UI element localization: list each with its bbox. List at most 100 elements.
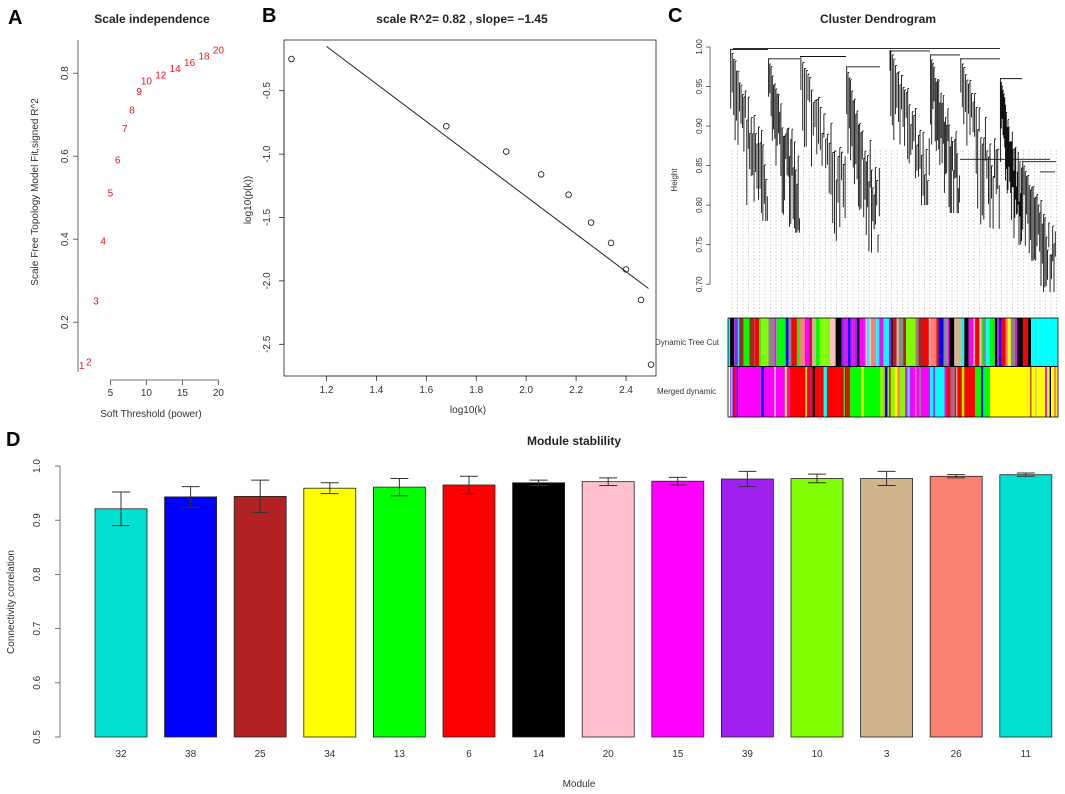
panel-c-merged-stripe [812,367,815,417]
panel-c-dynamic-cut-segment [768,318,775,366]
panel-c-dynamic-cut-segment [1031,318,1035,366]
panel-c-dynamic-cut-segment [906,318,910,366]
panel-c-dynamic-cut-segment [867,318,870,366]
panel-c-merged-segment [990,367,1058,417]
panel-c-cluster-dendrogram: Cluster Dendrogram Height 1.00 0.95 0.90 0.… [655,12,1059,418]
panel-c-dynamic-cut-segment [785,318,789,366]
panel-c-dynamic-cut-segment [834,318,836,366]
panel-d-module-stability: Module stablility Module Connectivity co… [6,434,1053,790]
panel-label-d: D [6,429,20,451]
panel-c-merged-stripe [823,367,826,417]
panel-c-merged-stripe [784,367,787,417]
panel-b-y-tick-label: -2.0 [262,272,273,290]
panel-a-scale-independence: Scale independence Soft Threshold (power… [30,12,224,420]
panel-a-x-tick-label: 20 [213,388,225,399]
panel-c-y-tick-label: 0.75 [695,236,704,252]
panel-b-ylabel: log10(p(k)) [243,176,254,224]
panel-c-merged-stripe [1035,367,1037,417]
panel-d-category-label: 25 [255,749,267,760]
panel-c-dynamic-cut-segment [1017,318,1023,366]
panel-b-x-tick-label: 1.2 [319,385,333,396]
panel-d-bar [372,486,426,738]
panel-c-dynamic-cut-segment [981,318,983,366]
panel-b-title: scale R^2= 0.82 , slope= −1.45 [376,12,548,26]
panel-c-dynamic-cut-segment [975,318,980,366]
panel-c-dynamic-cut-segment [915,318,919,366]
panel-a-point-label: 5 [108,189,114,200]
panel-c-dynamic-cut-segment [918,318,923,366]
panel-c-merged-segment [945,367,975,417]
panel-c-merged-stripe [889,367,891,417]
panel-a-point-label: 14 [170,64,182,75]
panel-a-x-tick-label: 5 [108,388,114,399]
panel-c-dynamic-cut-segment [847,318,851,366]
panel-d-bar [790,478,844,738]
panel-d-bar [721,478,774,738]
panel-c-merged-stripe [761,367,765,417]
panel-c-merged-stripe [861,367,864,417]
panel-c-dynamic-cut-segment [754,318,760,366]
panel-c-merged-stripe [981,367,984,417]
panel-a-xlabel: Soft Threshold (power) [100,409,202,420]
panel-b-axes: 1.2 1.4 1.6 1.8 2.0 2.2 2.4 -0.5 -1.0 -1.5 -2.0 -2.… [262,82,633,396]
panel-c-merged-stripe [810,367,812,417]
panel-c-merged-stripe [885,367,888,417]
panel-c-dynamic-cut-segment [973,318,976,366]
panel-b-point [607,239,615,247]
panel-c-dynamic-cut-segment [774,318,777,366]
panel-a-point-label: 18 [198,52,210,63]
panel-d-bar [303,487,357,738]
panel-a-point-label: 2 [86,357,92,368]
panel-c-merged-segment [730,367,790,417]
panel-b-point [565,191,572,198]
panel-c-dynamic-cut-segment [938,318,944,366]
panel-c-merged-stripe [907,367,910,417]
panel-c-merged-stripe [805,367,807,417]
panel-d-bar [860,478,913,738]
panel-c-y-tick-label: 0.85 [695,157,704,173]
panel-c-dynamic-cut-segment [896,318,899,366]
panel-d-category-label: 11 [1021,749,1032,760]
panel-c-dynamic-cut-segment [947,318,950,366]
panel-c-row-label-merged: Merged dynamic [657,387,716,396]
panel-c-dynamic-cut-segment [788,318,792,366]
panel-c-dynamic-cut-segment [930,318,937,366]
panel-d-title: Module stablility [527,434,621,448]
panel-a-point-label: 10 [141,77,153,88]
panel-d-bar [512,482,565,738]
panel-c-y-tick-label: 1.00 [695,39,704,55]
panel-c-merged-stripe [919,367,921,417]
panel-c-title: Cluster Dendrogram [820,12,936,26]
panel-d-y-tick-label: 1.0 [32,459,43,473]
panel-c-merged-stripe [944,367,947,417]
panel-c-merged-stripe [950,367,952,417]
panel-c-merged-stripe [933,367,935,417]
panel-c-dynamic-cut-segment [749,318,755,366]
panel-d-category-label: 20 [603,749,615,760]
panel-c-merged-stripe [883,367,885,417]
panel-a-point-label: 16 [184,58,196,69]
panel-d-category-label: 6 [466,749,472,760]
panel-b-fit-line [326,45,649,289]
panel-c-y-tick-label: 0.80 [695,197,704,213]
panel-c-module-color-rows [727,317,1059,418]
panel-a-point-label: 8 [129,106,135,117]
panel-a-ylabel: Scale Free Topology Model Fit,signed R^2 [30,98,41,286]
panel-c-dynamic-cut-segment [852,318,855,366]
panel-d-y-tick-label: 0.6 [32,675,43,689]
panel-c-dynamic-cut-segment [736,318,738,366]
panel-d-bar [94,508,148,738]
panel-c-rows-border [727,317,1059,418]
panel-c-y-tick-label: 0.95 [695,78,704,94]
panel-b-y-tick-label: -1.5 [262,208,273,226]
panel-d-category-label: 13 [394,749,406,760]
panel-c-dynamic-cut-segment [994,318,998,366]
panel-b-x-tick-label: 1.4 [369,385,383,396]
panel-label-b: B [262,5,276,27]
panel-c-dynamic-cut-segment [891,318,893,366]
panel-b-point [502,148,510,155]
panel-c-merged-stripe [736,367,739,417]
panel-c-dynamic-cut-segment [776,318,781,366]
panel-c-dynamic-cut-segment [1005,318,1008,366]
